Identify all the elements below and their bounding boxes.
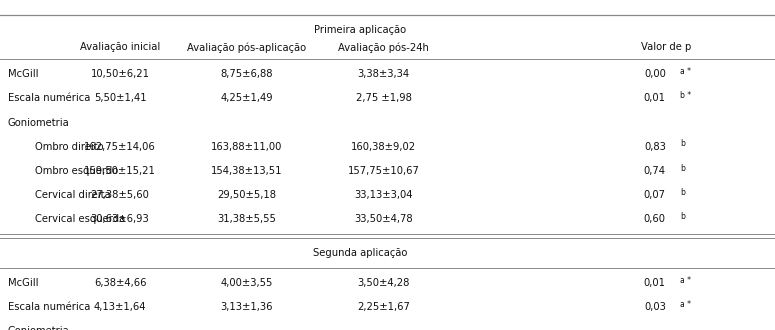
Text: 4,00±3,55: 4,00±3,55	[220, 278, 273, 288]
Text: Valor de p: Valor de p	[642, 42, 691, 52]
Text: a *: a *	[680, 300, 691, 309]
Text: 33,13±3,04: 33,13±3,04	[354, 190, 413, 200]
Text: 159,50±15,21: 159,50±15,21	[84, 166, 156, 176]
Text: 2,75 ±1,98: 2,75 ±1,98	[356, 93, 412, 103]
Text: 29,50±5,18: 29,50±5,18	[217, 190, 276, 200]
Text: 157,75±10,67: 157,75±10,67	[348, 166, 419, 176]
Text: 3,13±1,36: 3,13±1,36	[220, 302, 273, 312]
Text: 33,50±4,78: 33,50±4,78	[354, 214, 413, 224]
Text: 4,25±1,49: 4,25±1,49	[220, 93, 273, 103]
Text: 6,38±4,66: 6,38±4,66	[94, 278, 146, 288]
Text: b: b	[680, 188, 685, 197]
Text: 0,07: 0,07	[644, 190, 666, 200]
Text: Primeira aplicação: Primeira aplicação	[315, 25, 406, 35]
Text: 5,50±1,41: 5,50±1,41	[94, 93, 146, 103]
Text: 2,25±1,67: 2,25±1,67	[357, 302, 410, 312]
Text: 0,74: 0,74	[644, 166, 666, 176]
Text: 8,75±6,88: 8,75±6,88	[220, 69, 273, 79]
Text: b: b	[680, 140, 685, 148]
Text: Avaliação inicial: Avaliação inicial	[80, 42, 160, 52]
Text: Ombro direito: Ombro direito	[35, 142, 104, 151]
Text: 31,38±5,55: 31,38±5,55	[217, 214, 276, 224]
Text: Cervical esquerda: Cervical esquerda	[35, 214, 125, 224]
Text: 0,83: 0,83	[644, 142, 666, 151]
Text: a *: a *	[680, 276, 691, 285]
Text: b: b	[680, 212, 685, 221]
Text: a *: a *	[680, 67, 691, 76]
Text: McGill: McGill	[8, 278, 38, 288]
Text: Ombro esquerdo: Ombro esquerdo	[35, 166, 118, 176]
Text: 163,88±11,00: 163,88±11,00	[211, 142, 282, 151]
Text: Avaliação pós-24h: Avaliação pós-24h	[338, 42, 429, 52]
Text: McGill: McGill	[8, 69, 38, 79]
Text: Escala numérica: Escala numérica	[8, 302, 90, 312]
Text: 0,03: 0,03	[644, 302, 666, 312]
Text: Goniometria: Goniometria	[8, 117, 70, 127]
Text: 30,63±6,93: 30,63±6,93	[91, 214, 150, 224]
Text: 0,60: 0,60	[644, 214, 666, 224]
Text: 27,38±5,60: 27,38±5,60	[91, 190, 150, 200]
Text: 160,38±9,02: 160,38±9,02	[351, 142, 416, 151]
Text: 4,13±1,64: 4,13±1,64	[94, 302, 146, 312]
Text: 0,01: 0,01	[644, 278, 666, 288]
Text: Escala numérica: Escala numérica	[8, 93, 90, 103]
Text: 0,00: 0,00	[644, 69, 666, 79]
Text: Goniometria: Goniometria	[8, 326, 70, 330]
Text: 0,01: 0,01	[644, 93, 666, 103]
Text: 154,38±13,51: 154,38±13,51	[211, 166, 282, 176]
Text: Avaliação pós-aplicação: Avaliação pós-aplicação	[187, 42, 306, 52]
Text: Cervical direita: Cervical direita	[35, 190, 111, 200]
Text: 3,50±4,28: 3,50±4,28	[357, 278, 410, 288]
Text: Segunda aplicação: Segunda aplicação	[313, 248, 408, 258]
Text: b: b	[680, 164, 685, 173]
Text: b *: b *	[680, 91, 691, 100]
Text: 3,38±3,34: 3,38±3,34	[357, 69, 410, 79]
Text: 162,75±14,06: 162,75±14,06	[84, 142, 156, 151]
Text: 10,50±6,21: 10,50±6,21	[91, 69, 150, 79]
